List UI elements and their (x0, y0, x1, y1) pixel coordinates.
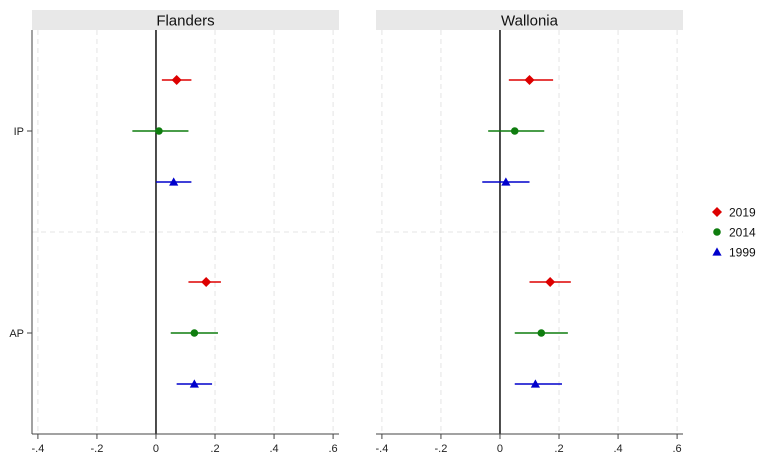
x-tick-label: 0 (153, 443, 159, 455)
point-1999 (501, 177, 511, 186)
legend-label-1999: 1999 (729, 246, 756, 260)
x-tick-label: -.2 (435, 443, 448, 455)
point-2019 (545, 277, 556, 287)
x-tick-label: .6 (673, 443, 682, 455)
legend-label-2019: 2019 (729, 206, 756, 220)
flanders-title-strip (32, 10, 339, 30)
point-2019 (171, 75, 182, 85)
x-tick-label: .4 (269, 443, 278, 455)
point-2014 (155, 127, 163, 135)
legend-marker-2019 (712, 207, 722, 217)
wallonia-title-strip (376, 10, 683, 30)
point-2019 (524, 75, 535, 85)
point-1999 (530, 379, 541, 388)
x-tick-label: .6 (329, 443, 338, 455)
point-1999 (189, 379, 199, 388)
point-1999 (169, 177, 179, 186)
x-tick-label: .4 (613, 443, 622, 455)
y-tick-label: AP (9, 328, 24, 340)
flanders-panel-title: Flanders (156, 13, 214, 30)
x-tick-label: -.4 (375, 443, 388, 455)
x-tick-label: 0 (497, 443, 503, 455)
wallonia-panel-title: Wallonia (501, 13, 559, 30)
point-2014 (190, 329, 199, 337)
y-tick-label: IP (14, 126, 24, 138)
x-tick-label: .2 (554, 443, 563, 455)
legend-marker-1999 (712, 247, 722, 256)
x-tick-label: .2 (210, 443, 219, 455)
point-2019 (201, 277, 212, 287)
x-tick-label: -.2 (91, 443, 104, 455)
legend-marker-2014 (713, 228, 721, 236)
x-tick-label: -.4 (31, 443, 44, 455)
legend-label-2014: 2014 (729, 226, 756, 240)
point-2014 (537, 329, 546, 337)
point-2014 (510, 127, 519, 135)
